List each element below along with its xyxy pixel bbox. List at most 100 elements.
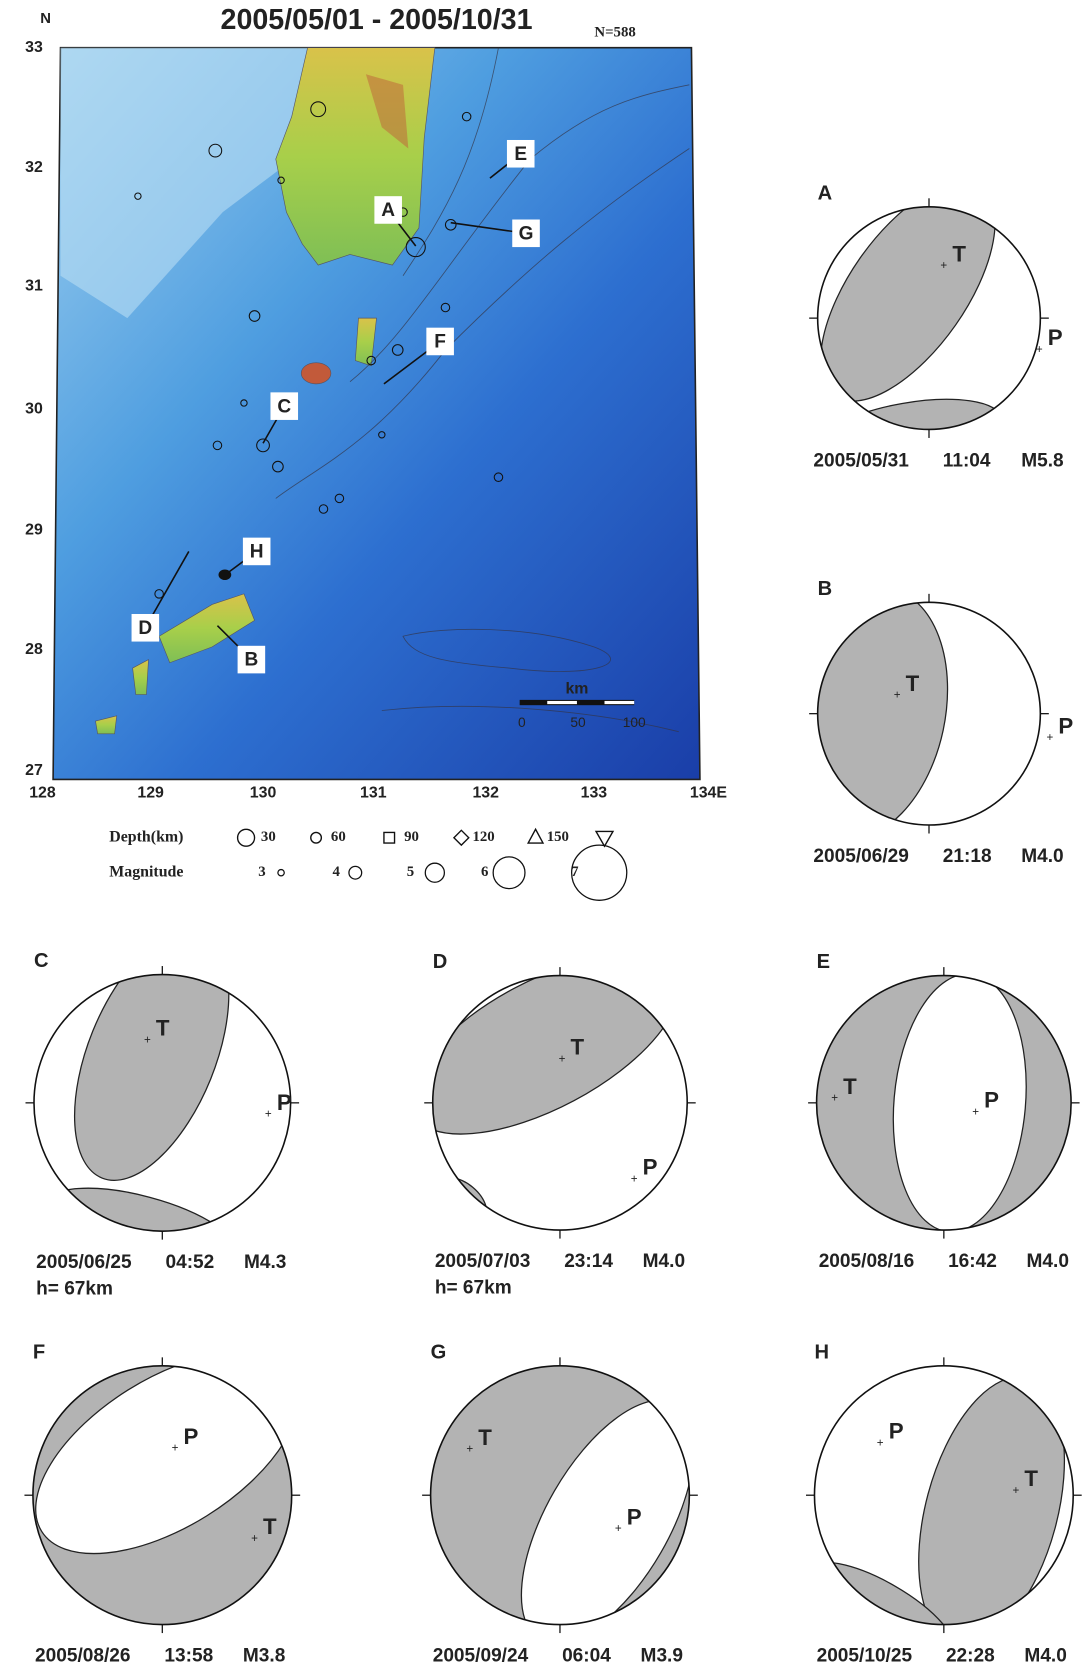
event-time: 23:14 <box>564 1251 613 1272</box>
map-label: D <box>138 618 152 639</box>
p-axis-label: P <box>627 1504 642 1529</box>
scale-bar-segment <box>547 701 577 704</box>
depth-label: 60 <box>331 829 346 845</box>
event-magnitude: M5.8 <box>1021 450 1064 471</box>
lon-label: 133 <box>581 784 608 801</box>
lat-label: 32 <box>25 159 43 176</box>
magnitude-label: 6 <box>481 864 488 880</box>
depth-symbol <box>311 832 322 843</box>
count: N=588 <box>594 24 635 40</box>
p-axis-label: P <box>1048 325 1063 350</box>
event-magnitude: M3.8 <box>243 1645 286 1666</box>
event-time: 04:52 <box>165 1252 214 1273</box>
t-axis-label: T <box>843 1074 857 1099</box>
page: 2005/05/01 - 2005/10/31 N=588 N 33 32 31 30 29 2… <box>0 0 1086 1667</box>
event-time: 22:28 <box>946 1645 995 1666</box>
beachball <box>431 1366 729 1667</box>
depth-label: 150 <box>547 829 569 845</box>
beachball <box>792 1361 1086 1667</box>
mechanism-label: D <box>433 951 448 973</box>
beachball <box>2 1311 332 1624</box>
lat-label: 31 <box>25 278 43 295</box>
event-magnitude: M4.0 <box>1027 1251 1069 1272</box>
map-label: G <box>519 223 534 244</box>
magnitude-symbol <box>425 863 444 882</box>
event-depth: h= 67km <box>36 1279 113 1300</box>
event-time: 13:58 <box>164 1645 213 1666</box>
event-date: 2005/08/16 <box>819 1251 914 1272</box>
p-axis-label: P <box>1058 713 1073 738</box>
event-date: 2005/09/24 <box>433 1645 529 1666</box>
event-date: 2005/07/03 <box>435 1251 530 1272</box>
scale-label: 50 <box>570 715 586 730</box>
t-axis-label: T <box>952 241 966 266</box>
event-depth: h= 67km <box>435 1277 512 1298</box>
event-time: 21:18 <box>943 846 992 867</box>
mechanism-label: E <box>817 951 830 973</box>
lon-label: 129 <box>137 784 164 801</box>
t-axis-label: T <box>263 1514 277 1539</box>
p-axis-marker: + <box>1036 343 1043 356</box>
legend-title: Depth(km) <box>109 828 183 845</box>
p-axis-marker: + <box>615 1522 622 1535</box>
map-label: E <box>514 144 527 165</box>
mechanism-label: F <box>33 1341 45 1363</box>
p-axis-label: P <box>889 1419 904 1444</box>
lat-label: 29 <box>25 521 43 538</box>
magnitude-symbol <box>572 845 627 900</box>
mechanism-label: B <box>818 578 833 600</box>
p-axis-label: P <box>984 1088 999 1113</box>
mechanism-label: H <box>814 1341 829 1363</box>
north: N <box>40 11 51 27</box>
t-axis-label: T <box>1024 1466 1038 1491</box>
event-date: 2005/08/26 <box>35 1645 130 1666</box>
lon-label: 134E <box>690 784 727 801</box>
island <box>301 363 331 384</box>
p-axis-marker: + <box>1046 731 1053 744</box>
beachball <box>383 919 705 1241</box>
magnitude-label: 4 <box>333 864 341 880</box>
event-magnitude: M4.3 <box>244 1252 286 1273</box>
p-axis-marker: + <box>972 1105 979 1118</box>
mechanism-label: A <box>818 182 833 204</box>
lon-label: 131 <box>360 784 387 801</box>
lat-label: 28 <box>25 641 43 658</box>
event-date: 2005/05/31 <box>813 450 909 471</box>
magnitude-symbol <box>278 870 284 876</box>
lat-label: 33 <box>25 39 43 56</box>
t-axis-marker: + <box>559 1052 566 1065</box>
magnitude-label: 5 <box>407 864 414 880</box>
depth-symbol <box>454 830 469 845</box>
magnitude-label: 3 <box>258 864 265 880</box>
beachball <box>817 968 1072 1237</box>
t-axis-marker: + <box>894 689 901 702</box>
lat-label: 30 <box>25 401 43 418</box>
t-axis-marker: + <box>1013 1484 1020 1497</box>
t-axis-marker: + <box>144 1033 151 1046</box>
t-axis-marker: + <box>831 1092 838 1105</box>
p-axis-marker: + <box>631 1172 638 1185</box>
mechanism-label: C <box>34 950 49 972</box>
event-time: 06:04 <box>562 1645 611 1666</box>
depth-symbol <box>238 829 255 846</box>
scale-title: km <box>565 680 588 697</box>
depth-label: 120 <box>472 829 494 845</box>
t-axis-marker: + <box>940 259 947 272</box>
figure: 2005/05/01 - 2005/10/31 N=588 N 33 32 31 30 29 2… <box>0 0 1086 1667</box>
map-label: A <box>381 200 395 221</box>
t-axis-label: T <box>906 671 920 696</box>
event-time: 11:04 <box>943 450 991 471</box>
t-axis-label: T <box>571 1035 585 1060</box>
event-date: 2005/06/25 <box>36 1252 132 1273</box>
title: 2005/05/01 - 2005/10/31 <box>221 4 533 36</box>
lat-label: 27 <box>25 762 43 779</box>
depth-symbol <box>596 831 613 846</box>
p-axis-label: P <box>184 1424 199 1449</box>
magnitude-symbol <box>493 857 525 889</box>
event-magnitude: M3.9 <box>641 1645 683 1666</box>
depth-symbol <box>384 832 395 843</box>
event-date: 2005/06/29 <box>813 846 908 867</box>
p-axis-marker: + <box>265 1108 272 1121</box>
t-axis-label: T <box>156 1016 170 1041</box>
p-axis-marker: + <box>877 1436 884 1449</box>
